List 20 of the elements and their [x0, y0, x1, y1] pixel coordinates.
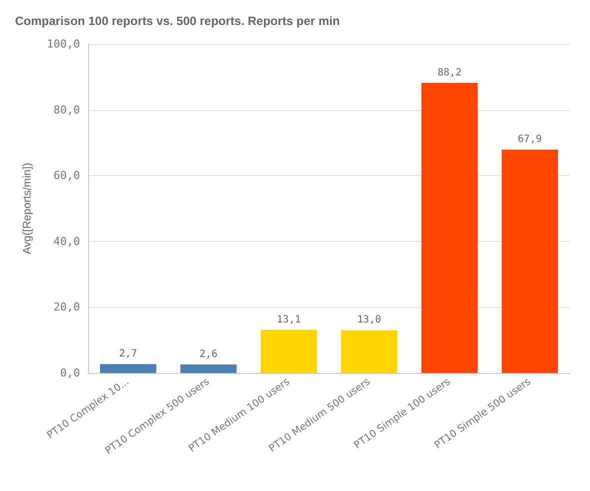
- bar: [502, 150, 558, 373]
- bar: [180, 364, 237, 373]
- chart-title: Comparison 100 reports vs. 500 reports. Reports per min: [15, 14, 340, 28]
- y-tick-label: 40,0: [54, 234, 80, 248]
- bar: [260, 330, 317, 373]
- y-tick-label: 20,0: [54, 300, 80, 314]
- data-label: 2,7: [119, 348, 138, 360]
- data-label: 13,0: [357, 314, 382, 326]
- y-tick-label: 100,0: [46, 38, 80, 50]
- data-label: 67,9: [518, 134, 542, 146]
- y-axis-title: Avg([Reports/min]): [22, 162, 34, 254]
- y-tick-label: 60,0: [54, 169, 80, 182]
- data-label: 13,1: [276, 314, 301, 326]
- bar: [421, 82, 478, 373]
- data-label: 2,6: [199, 348, 218, 360]
- bar: [100, 364, 156, 373]
- y-tick-label: 0,0: [60, 366, 80, 380]
- bar: [341, 330, 398, 373]
- data-label: 88,2: [437, 67, 462, 78]
- y-tick-label: 80,0: [54, 103, 80, 116]
